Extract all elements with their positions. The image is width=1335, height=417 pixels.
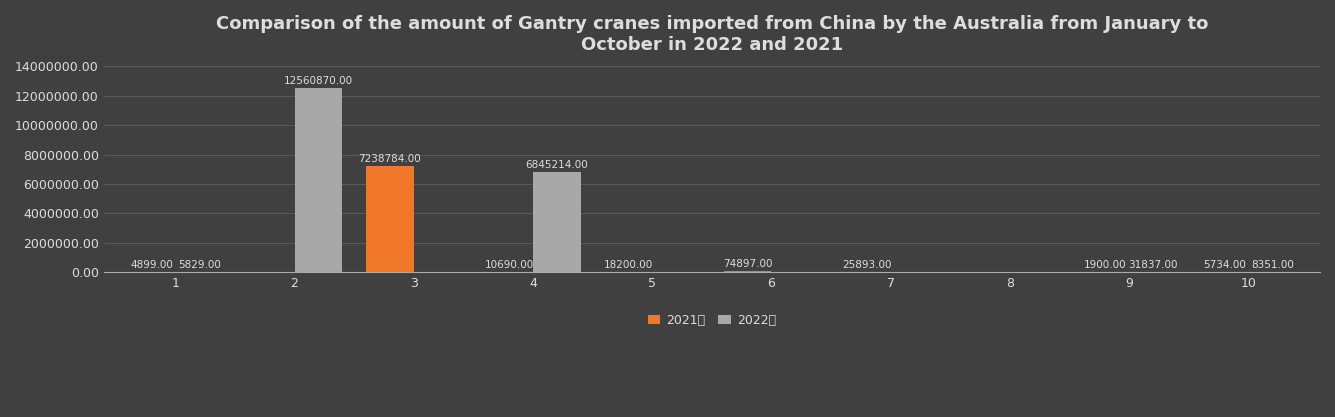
Title: Comparison of the amount of Gantry cranes imported from China by the Australia f: Comparison of the amount of Gantry crane… — [216, 15, 1208, 54]
Bar — [533, 171, 581, 272]
Bar — [366, 166, 414, 272]
Text: 4899.00: 4899.00 — [129, 260, 172, 270]
Text: 10690.00: 10690.00 — [485, 260, 534, 270]
Text: 6845214.00: 6845214.00 — [526, 160, 589, 170]
Bar — [724, 271, 772, 272]
Text: 74897.00: 74897.00 — [722, 259, 773, 269]
Text: 12560870.00: 12560870.00 — [284, 76, 352, 86]
Text: 5734.00: 5734.00 — [1203, 260, 1246, 270]
Text: 7238784.00: 7238784.00 — [359, 154, 422, 164]
Text: 8351.00: 8351.00 — [1251, 260, 1294, 270]
Bar — [1129, 271, 1177, 272]
Bar — [295, 88, 342, 272]
Text: 25893.00: 25893.00 — [842, 260, 892, 270]
Text: 31837.00: 31837.00 — [1128, 260, 1177, 270]
Text: 1900.00: 1900.00 — [1084, 260, 1127, 270]
Text: 5829.00: 5829.00 — [178, 260, 220, 270]
Legend: 2021年, 2022年: 2021年, 2022年 — [642, 309, 781, 332]
Text: 18200.00: 18200.00 — [603, 260, 653, 270]
